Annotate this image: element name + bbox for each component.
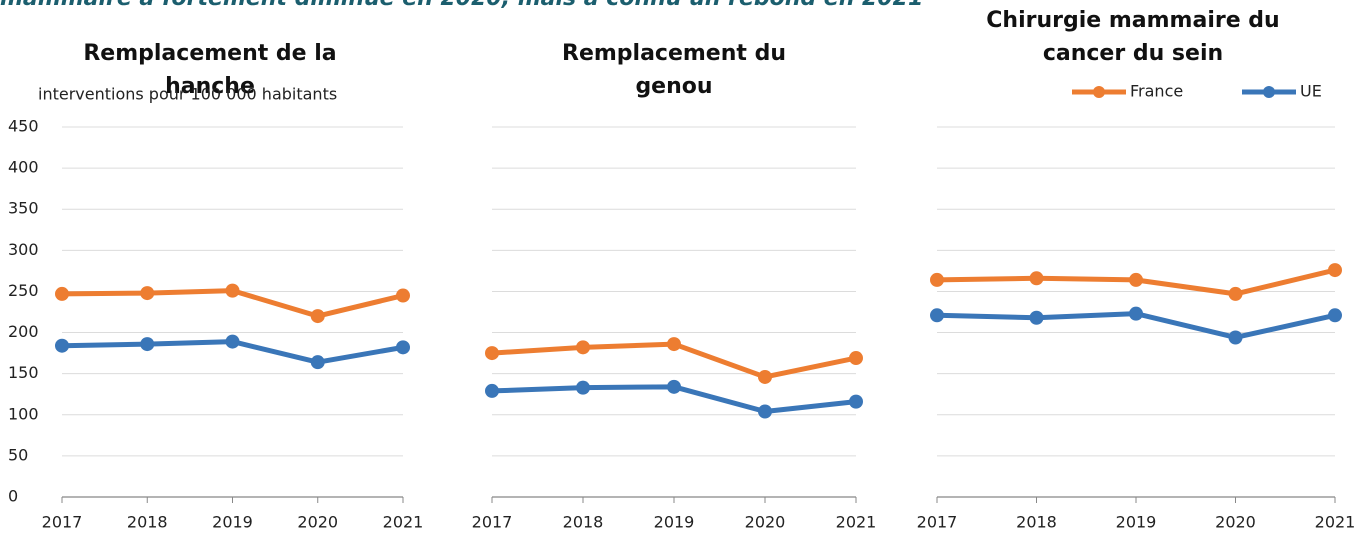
data-point (1129, 272, 1143, 287)
data-point (485, 346, 499, 361)
legend-label: France (1130, 82, 1183, 101)
data-point (55, 286, 69, 301)
data-point (930, 272, 944, 287)
x-tick-label: 2018 (127, 513, 168, 532)
y-tick-label: 250 (8, 281, 39, 300)
legend-marker (1093, 86, 1105, 98)
legend-label: UE (1300, 82, 1322, 101)
data-point (849, 394, 863, 409)
data-point (140, 286, 155, 301)
data-point (849, 351, 863, 366)
panel-title: Remplacement du genou (562, 41, 786, 99)
x-tick-label: 2021 (1315, 513, 1356, 532)
y-tick-label: 400 (8, 158, 39, 177)
data-point (758, 369, 772, 384)
data-point (667, 379, 681, 394)
y-tick-label: 100 (8, 404, 39, 423)
x-tick-label: 2021 (383, 513, 424, 532)
data-point (55, 338, 69, 353)
x-tick-label: 2020 (1215, 513, 1256, 532)
data-point (576, 340, 590, 355)
data-point (310, 355, 325, 370)
data-point (140, 337, 155, 352)
y-axis-label: interventions pour 100 000 habitants (38, 85, 337, 104)
data-point (1129, 306, 1143, 321)
x-tick-label: 2018 (1016, 513, 1057, 532)
data-point (310, 309, 325, 324)
data-point (667, 337, 681, 352)
x-tick-label: 2019 (212, 513, 253, 532)
data-point (1029, 271, 1044, 286)
data-point (1328, 263, 1342, 278)
data-point (576, 380, 590, 395)
data-point (758, 404, 772, 419)
figure-title: mammaire a fortement diminué en 2020, ma… (0, 0, 923, 11)
y-tick-label: 0 (8, 487, 18, 506)
data-point (225, 334, 240, 349)
y-tick-label: 300 (8, 240, 39, 259)
x-tick-label: 2017 (917, 513, 958, 532)
x-tick-label: 2021 (836, 513, 877, 532)
data-point (1328, 308, 1342, 323)
x-tick-label: 2020 (745, 513, 786, 532)
data-point (1228, 286, 1243, 301)
y-tick-label: 350 (8, 199, 39, 218)
legend-marker (1263, 86, 1275, 98)
data-point (485, 383, 499, 398)
data-point (225, 283, 240, 298)
data-point (396, 340, 410, 355)
y-tick-label: 200 (8, 322, 39, 341)
y-tick-label: 450 (8, 117, 39, 136)
x-tick-label: 2018 (563, 513, 604, 532)
data-point (396, 288, 410, 303)
panel-title: Chirurgie mammaire du cancer du sein (986, 8, 1280, 66)
data-point (930, 308, 944, 323)
x-tick-label: 2019 (1116, 513, 1157, 532)
x-tick-label: 2020 (297, 513, 338, 532)
data-point (1228, 330, 1243, 345)
x-tick-label: 2017 (472, 513, 513, 532)
x-tick-label: 2019 (654, 513, 695, 532)
y-tick-label: 50 (8, 445, 28, 464)
y-tick-label: 150 (8, 363, 39, 382)
panel-title: Remplacement de la hanche (83, 41, 337, 99)
x-tick-label: 2017 (42, 513, 83, 532)
data-point (1029, 310, 1044, 325)
